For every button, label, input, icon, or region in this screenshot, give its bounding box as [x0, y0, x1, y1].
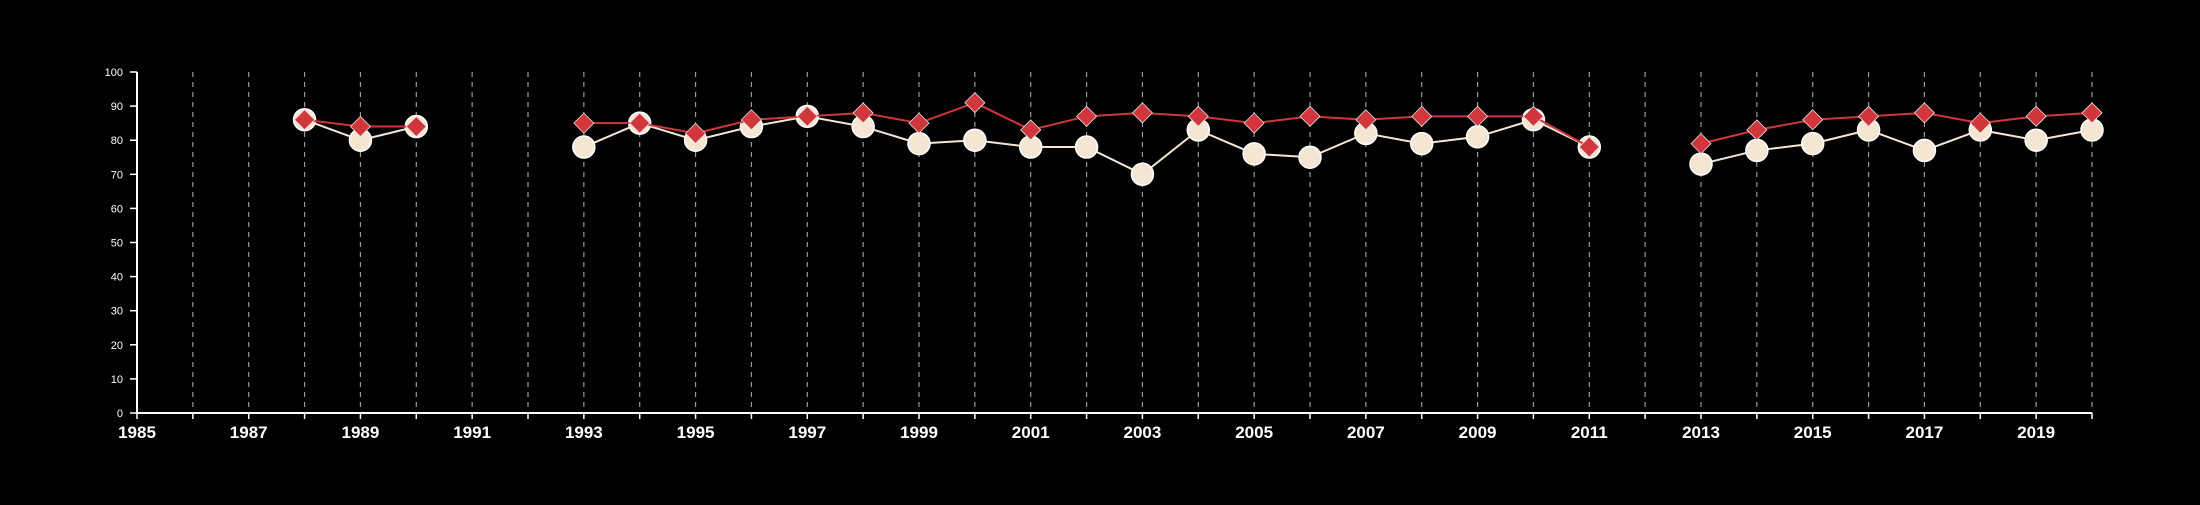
- point-diamond-1990: [405, 115, 427, 138]
- grid: [192, 72, 2093, 413]
- point-circle-2005: [1242, 142, 1266, 166]
- point-circle-2003: [1130, 162, 1155, 187]
- point-diamond-2014: [1746, 119, 1768, 141]
- point-circle-2017: [1912, 138, 1937, 163]
- point-diamond-2009: [1467, 105, 1489, 127]
- point-diamond-1989: [349, 115, 371, 138]
- y-tick-label-80: 80: [111, 135, 123, 147]
- x-tick-label-1993: 1993: [565, 423, 603, 442]
- point-diamond-1998: [852, 102, 874, 124]
- y-tick-label-60: 60: [111, 203, 123, 215]
- point-circle-2014: [1745, 138, 1769, 163]
- point-diamond-2011: [1578, 136, 1600, 158]
- point-diamond-2020: [2081, 102, 2103, 124]
- point-diamond-1995: [685, 122, 707, 144]
- x-tick-label-2019: 2019: [2017, 423, 2055, 442]
- x-tick-label-1985: 1985: [118, 423, 156, 442]
- point-circle-1993: [572, 135, 596, 159]
- point-diamond-2006: [1299, 105, 1321, 127]
- x-tick-label-2003: 2003: [1124, 423, 1162, 442]
- point-diamond-2005: [1243, 112, 1265, 134]
- x-tick-label-1995: 1995: [677, 423, 715, 442]
- point-diamond-2008: [1411, 105, 1433, 127]
- x-tick-label-1991: 1991: [453, 423, 491, 442]
- point-diamond-2010: [1522, 105, 1544, 127]
- y-tick-label-70: 70: [111, 169, 123, 181]
- y-tick-label-50: 50: [111, 238, 123, 250]
- point-diamond-1997: [796, 105, 818, 127]
- point-diamond-2015: [1802, 109, 1824, 131]
- point-circle-1999: [907, 131, 931, 156]
- x-tick-label-2001: 2001: [1012, 423, 1050, 442]
- point-circle-2008: [1409, 131, 1434, 156]
- point-diamond-2018: [1969, 112, 1991, 134]
- y-tick-label-100: 100: [105, 67, 123, 79]
- series: [292, 92, 2104, 187]
- point-diamond-2017: [1913, 102, 1935, 124]
- x-tick-label-1997: 1997: [788, 423, 826, 442]
- x-tick-label-2011: 2011: [1571, 423, 1608, 442]
- x-tick-label-1989: 1989: [342, 423, 380, 442]
- point-circle-2002: [1074, 135, 1099, 159]
- x-tick-label-2015: 2015: [1794, 423, 1832, 442]
- point-diamond-2013: [1690, 133, 1712, 155]
- point-circle-2015: [1800, 131, 1825, 156]
- x-tick-label-2007: 2007: [1347, 423, 1385, 442]
- x-tick-label-2017: 2017: [1906, 423, 1944, 442]
- point-diamond-1988: [294, 109, 316, 131]
- point-diamond-1994: [629, 112, 651, 134]
- x-tick-label-1999: 1999: [900, 423, 938, 442]
- point-circle-2009: [1465, 125, 1490, 149]
- point-diamond-1996: [740, 109, 762, 131]
- point-diamond-2002: [1076, 105, 1098, 127]
- point-diamond-2016: [1858, 105, 1880, 127]
- point-circle-2013: [1689, 152, 1713, 176]
- point-circle-2000: [963, 128, 987, 152]
- point-diamond-1993: [573, 112, 595, 134]
- point-diamond-2004: [1187, 105, 1209, 127]
- y-tick-label-90: 90: [111, 101, 123, 113]
- axes: 0 10 20 30 40 50 60 70 80 90 100 1985 1987 1989 1991 19…: [105, 67, 2093, 442]
- y-tick-label-30: 30: [111, 306, 123, 318]
- x-tick-label-2013: 2013: [1682, 423, 1720, 442]
- x-tick-label-2009: 2009: [1459, 423, 1497, 442]
- point-diamond-1999: [908, 112, 930, 134]
- y-tick-label-40: 40: [111, 272, 123, 284]
- point-diamond-2001: [1020, 119, 1042, 141]
- series-diamond: [294, 92, 2103, 158]
- point-diamond-2007: [1355, 109, 1377, 131]
- y-tick-label-0: 0: [117, 408, 123, 420]
- x-tick-label-2005: 2005: [1235, 423, 1273, 442]
- y-tick-label-20: 20: [111, 340, 123, 352]
- point-diamond-2003: [1131, 102, 1153, 124]
- point-circle-2006: [1298, 145, 1322, 169]
- y-tick-label-10: 10: [111, 374, 123, 386]
- x-tick-label-1987: 1987: [230, 423, 268, 442]
- point-diamond-2000: [964, 92, 986, 114]
- point-circle-2019: [2024, 128, 2048, 152]
- point-diamond-2019: [2025, 105, 2047, 127]
